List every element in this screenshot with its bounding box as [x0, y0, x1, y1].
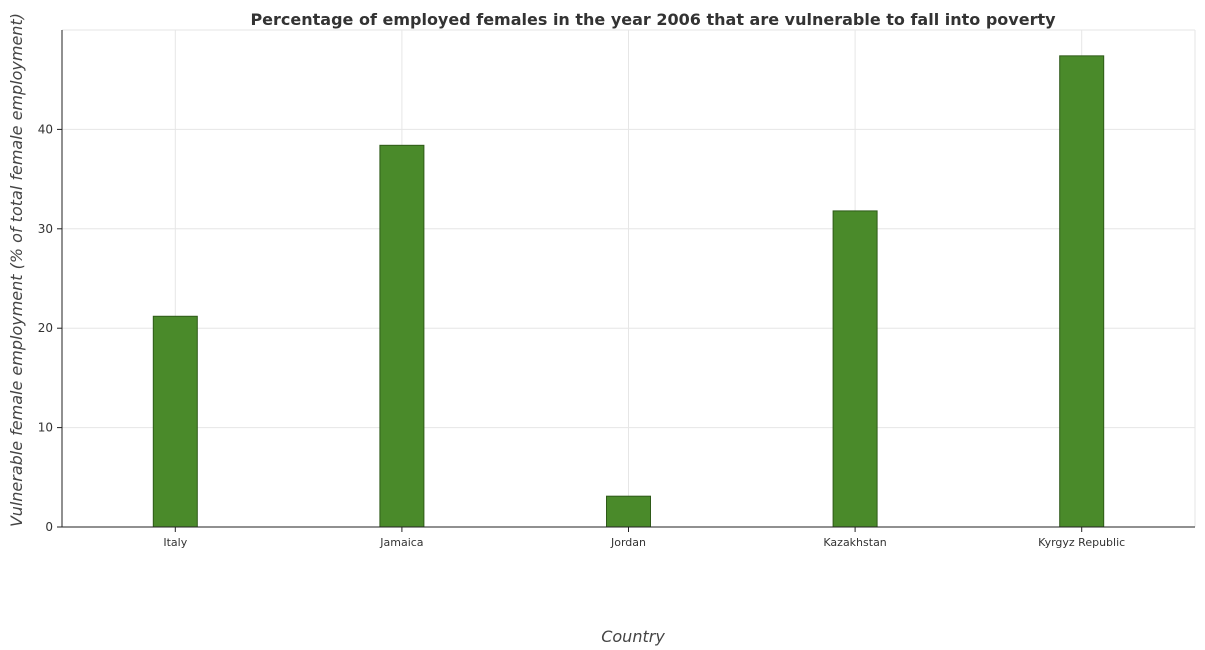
y-axis-label: Vulnerable female employment (% of total…	[7, 13, 26, 527]
x-tick-label: Kazakhstan	[823, 536, 886, 549]
bar-kyrgyz-republic	[1059, 55, 1105, 528]
chart-title: Percentage of employed females in the ye…	[250, 10, 1056, 29]
bar-italy	[152, 315, 198, 528]
grid-lines	[62, 29, 1196, 528]
x-tick-label: Kyrgyz Republic	[1038, 536, 1125, 549]
y-tick-label: 10	[38, 421, 53, 435]
bars	[152, 55, 1105, 528]
x-tick-label: Italy	[163, 536, 187, 549]
x-tick-label: Jordan	[610, 536, 646, 549]
bar-jamaica	[379, 144, 425, 528]
y-tick-label: 40	[38, 122, 53, 136]
tick-labels: 0 10 20 30 40 Italy Jamaica Jordan Kazakhstan Kyr…	[38, 122, 1125, 549]
y-tick-label: 20	[38, 321, 53, 335]
x-axis-label: Country	[601, 627, 665, 646]
axes	[57, 30, 1195, 532]
y-tick-label: 0	[45, 520, 53, 534]
y-tick-label: 30	[38, 222, 53, 236]
bar-jordan	[606, 495, 651, 528]
x-tick-label: Jamaica	[379, 536, 423, 549]
bar-kazakhstan	[832, 210, 878, 528]
